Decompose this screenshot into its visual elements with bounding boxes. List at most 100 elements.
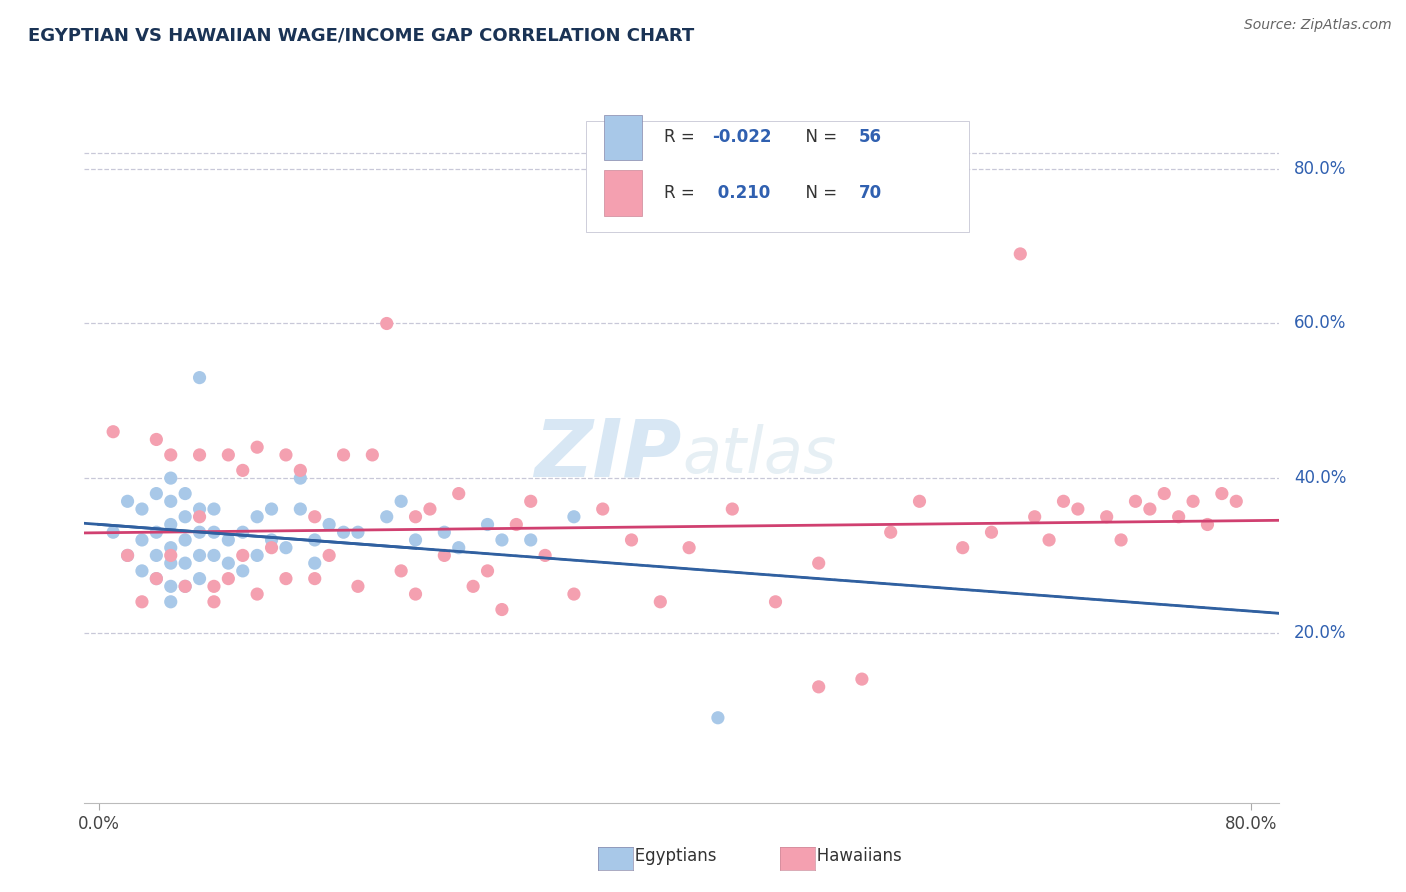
Point [304,533,326,547]
Point [159,541,181,555]
Point [174,509,197,524]
Point [159,549,181,563]
Point [1024,509,1046,524]
Point [159,517,181,532]
Point [145,525,167,540]
Point [117,549,139,563]
Text: ZIP: ZIP [534,416,682,494]
Point [217,533,239,547]
Point [159,556,181,570]
Point [232,463,254,477]
Point [908,494,931,508]
Point [1010,247,1032,261]
FancyBboxPatch shape [586,121,969,232]
FancyBboxPatch shape [605,170,643,216]
Text: 40.0%: 40.0% [1294,469,1346,487]
Point [159,448,181,462]
Point [217,572,239,586]
Text: 20.0%: 20.0% [1294,624,1347,641]
Point [318,549,340,563]
Point [463,579,485,593]
Point [117,549,139,563]
Point [174,556,197,570]
Point [562,587,585,601]
Point [246,587,269,601]
Point [260,502,283,516]
Point [807,556,830,570]
Point [202,549,225,563]
Point [131,502,153,516]
Point [1211,486,1233,500]
Point [707,711,730,725]
Point [389,564,412,578]
Text: 70: 70 [859,184,882,202]
Point [534,549,557,563]
Point [419,502,441,516]
Point [447,486,470,500]
Point [159,471,181,485]
Text: 0.210: 0.210 [711,184,770,202]
Point [145,572,167,586]
Point [433,525,456,540]
Point [477,564,499,578]
Point [217,556,239,570]
Point [232,525,254,540]
Text: R =: R = [664,128,700,146]
Point [202,502,225,516]
Point [678,541,700,555]
Point [1225,494,1247,508]
Point [188,502,211,516]
Point [405,533,427,547]
Point [851,672,873,686]
Point [246,509,269,524]
Point [304,556,326,570]
Point [765,595,787,609]
Point [375,317,398,331]
Point [131,533,153,547]
Point [101,425,124,439]
Point [405,509,427,524]
Point [347,525,370,540]
Point [159,595,181,609]
Point [290,463,312,477]
Text: Egyptians: Egyptians [619,847,716,865]
Point [1125,494,1147,508]
Point [505,517,527,532]
Point [145,486,167,500]
Point [361,448,384,462]
Point [174,579,197,593]
Point [188,370,211,384]
Text: 80.0%: 80.0% [1294,160,1346,178]
Point [145,549,167,563]
Text: atlas: atlas [682,424,837,486]
Point [101,525,124,540]
Point [1153,486,1175,500]
Point [1067,502,1090,516]
Point [145,572,167,586]
Point [1038,533,1060,547]
Point [188,572,211,586]
Point [304,509,326,524]
Point [274,572,297,586]
Point [562,509,585,524]
Point [405,587,427,601]
Point [952,541,974,555]
Point [650,595,672,609]
Point [246,549,269,563]
Point [202,595,225,609]
Text: -0.022: -0.022 [711,128,772,146]
Point [721,502,744,516]
Point [159,494,181,508]
Point [620,533,643,547]
Point [491,533,513,547]
Point [290,502,312,516]
Text: 56: 56 [859,128,882,146]
Text: N =: N = [796,184,842,202]
Text: Source: ZipAtlas.com: Source: ZipAtlas.com [1244,18,1392,32]
Point [274,541,297,555]
Point [1167,509,1189,524]
Point [202,579,225,593]
Point [290,471,312,485]
Point [188,525,211,540]
Point [188,549,211,563]
